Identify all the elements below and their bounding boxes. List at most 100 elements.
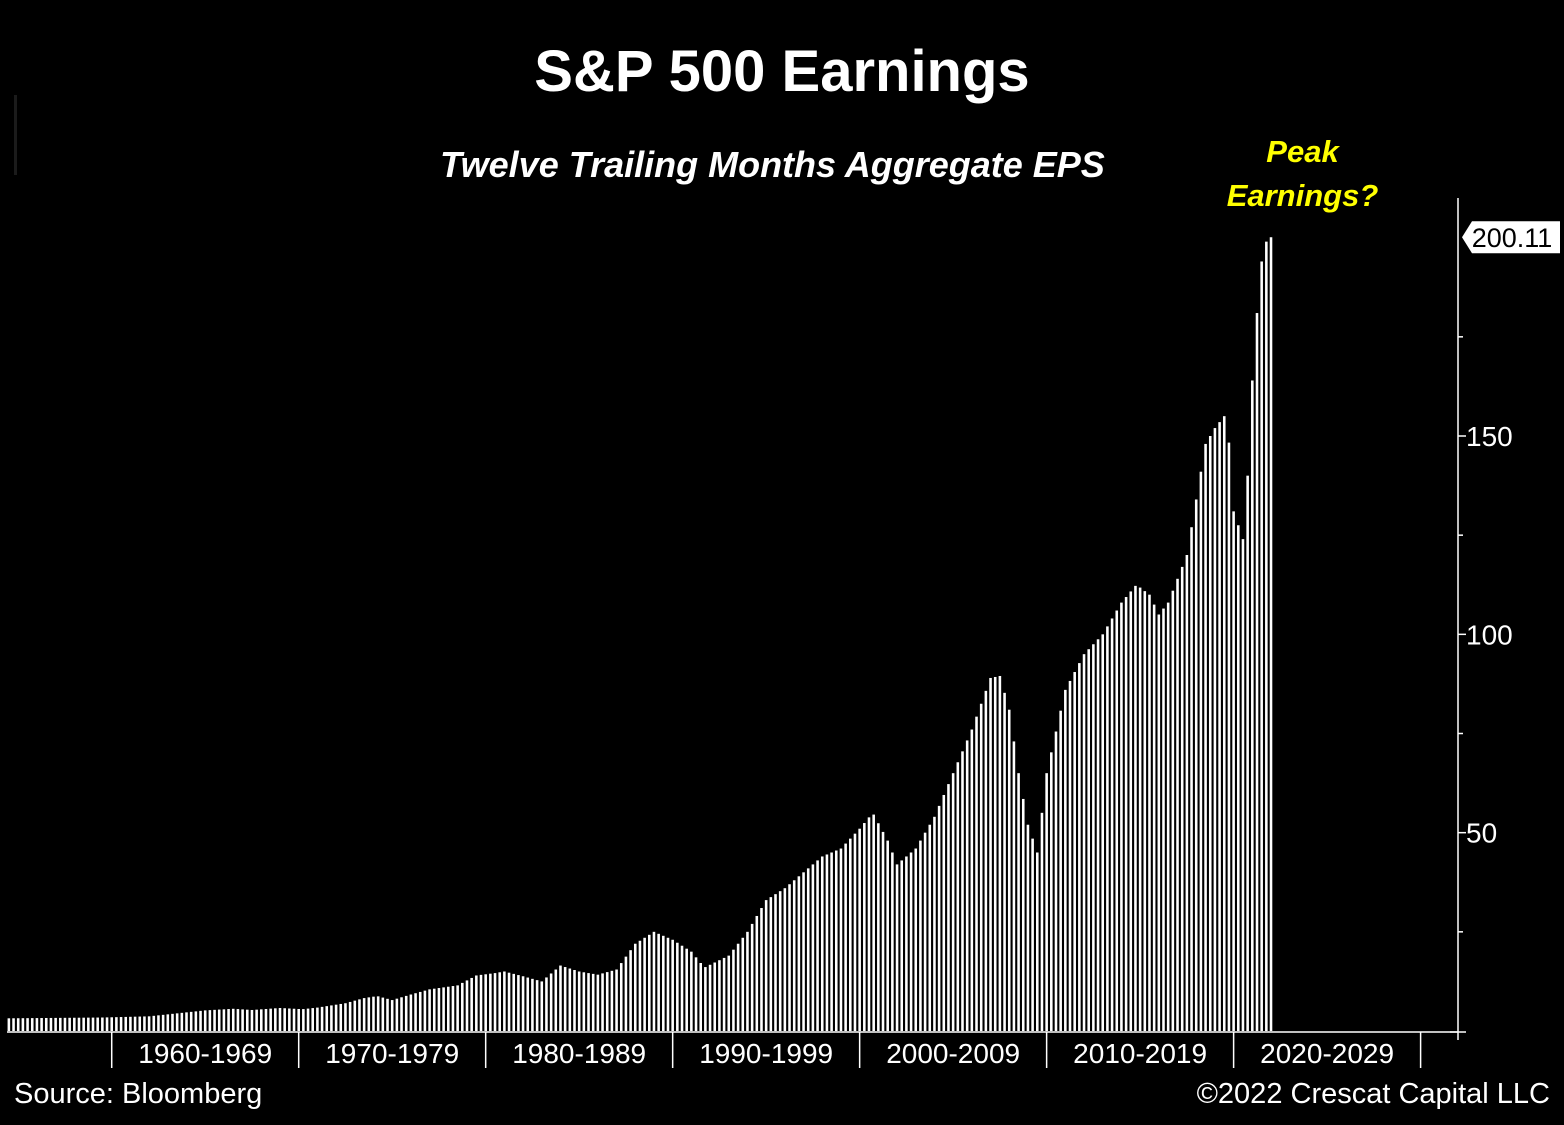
annotation-line-2: Earnings?: [1226, 178, 1379, 213]
eps-bar: [619, 963, 623, 1031]
eps-bar: [409, 994, 413, 1031]
eps-bar: [447, 986, 450, 1031]
eps-bar: [283, 1008, 286, 1031]
eps-bar: [1138, 587, 1142, 1031]
eps-bar: [91, 1017, 95, 1031]
eps-bar: [498, 972, 501, 1031]
eps-bar: [115, 1017, 118, 1031]
eps-bar: [722, 957, 726, 1031]
eps-bar: [320, 1006, 324, 1031]
eps-bar: [830, 852, 833, 1031]
x-tick-label: 1980-1989: [512, 1038, 646, 1069]
eps-bar: [241, 1009, 244, 1031]
eps-bar: [633, 943, 637, 1031]
eps-bar: [119, 1017, 123, 1031]
x-tick-label: 1970-1979: [325, 1038, 459, 1069]
eps-bar: [577, 971, 581, 1031]
eps-bar: [1251, 380, 1254, 1032]
eps-bar: [129, 1016, 132, 1031]
eps-bar: [311, 1008, 314, 1031]
eps-bar: [325, 1006, 329, 1031]
eps-bar: [783, 888, 787, 1031]
eps-bar: [133, 1016, 137, 1031]
eps-bar: [245, 1009, 249, 1031]
eps-bar: [35, 1018, 39, 1031]
eps-bar: [989, 677, 992, 1031]
eps-bar: [535, 980, 539, 1031]
eps-bar: [1176, 578, 1179, 1031]
eps-bar: [727, 955, 731, 1031]
eps-bar: [297, 1008, 300, 1031]
eps-bar: [161, 1014, 165, 1031]
chart-subtitle: Twelve Trailing Months Aggregate EPS: [440, 144, 1105, 185]
eps-bar: [26, 1018, 29, 1031]
eps-bar: [648, 934, 651, 1031]
eps-bar: [1232, 511, 1235, 1031]
eps-bar: [68, 1017, 71, 1031]
eps-bar: [521, 976, 525, 1031]
eps-bar: [157, 1015, 160, 1031]
eps-bar: [568, 968, 572, 1031]
eps-bar: [432, 988, 436, 1031]
eps-bar: [1040, 812, 1044, 1031]
eps-bar: [1087, 649, 1090, 1031]
eps-bar: [947, 784, 950, 1031]
eps-bar: [278, 1007, 282, 1031]
eps-bar: [461, 982, 464, 1031]
eps-bar: [624, 956, 628, 1032]
eps-bar: [1166, 602, 1170, 1031]
eps-bar: [676, 942, 679, 1031]
eps-bar: [414, 993, 417, 1031]
eps-bar: [1045, 773, 1048, 1031]
eps-bar: [217, 1009, 221, 1031]
eps-bar: [615, 969, 618, 1031]
eps-bar: [348, 1001, 352, 1031]
eps-bar: [610, 970, 614, 1031]
eps-bar: [769, 897, 773, 1032]
eps-bar: [404, 995, 408, 1031]
eps-bar: [900, 860, 904, 1031]
eps-bar: [334, 1004, 338, 1031]
eps-bar: [1269, 237, 1273, 1032]
eps-bar: [1134, 585, 1137, 1031]
eps-bar: [1148, 594, 1151, 1031]
eps-bar: [428, 989, 431, 1031]
eps-bar: [489, 973, 492, 1031]
eps-bar: [1162, 608, 1165, 1031]
eps-bar: [87, 1017, 90, 1031]
eps-bar: [993, 676, 997, 1031]
eps-bar: [1101, 634, 1105, 1031]
eps-bar: [507, 972, 511, 1031]
eps-bar: [591, 973, 595, 1031]
eps-bar: [274, 1008, 277, 1031]
x-tick-label: 2000-2009: [886, 1038, 1020, 1069]
eps-bar: [605, 972, 609, 1031]
eps-bar: [194, 1011, 198, 1031]
eps-bar: [1050, 752, 1053, 1031]
eps-bar: [662, 935, 665, 1031]
eps-bar: [372, 996, 375, 1031]
eps-bar: [451, 986, 455, 1031]
eps-bar: [704, 967, 707, 1031]
eps-bar: [1021, 798, 1025, 1031]
eps-bar: [1054, 731, 1058, 1031]
eps-bar: [82, 1017, 85, 1031]
eps-bar: [1241, 539, 1245, 1031]
chart-title: S&P 500 Earnings: [534, 39, 1030, 104]
eps-bar: [437, 988, 441, 1031]
eps-bar: [517, 975, 520, 1031]
copyright-note: ©2022 Crescat Capital LLC: [1196, 1078, 1550, 1110]
bars-group: [7, 237, 1273, 1032]
eps-bar: [928, 824, 932, 1031]
eps-bar: [933, 816, 936, 1031]
eps-bar: [1143, 591, 1147, 1031]
eps-bar: [147, 1016, 151, 1031]
eps-bar: [227, 1009, 230, 1031]
last-value-tag: 200.11: [1462, 221, 1560, 254]
x-tick-label: 1960-1969: [138, 1038, 272, 1069]
eps-bar: [839, 848, 843, 1031]
eps-bar: [746, 931, 749, 1031]
eps-bar: [792, 880, 796, 1031]
